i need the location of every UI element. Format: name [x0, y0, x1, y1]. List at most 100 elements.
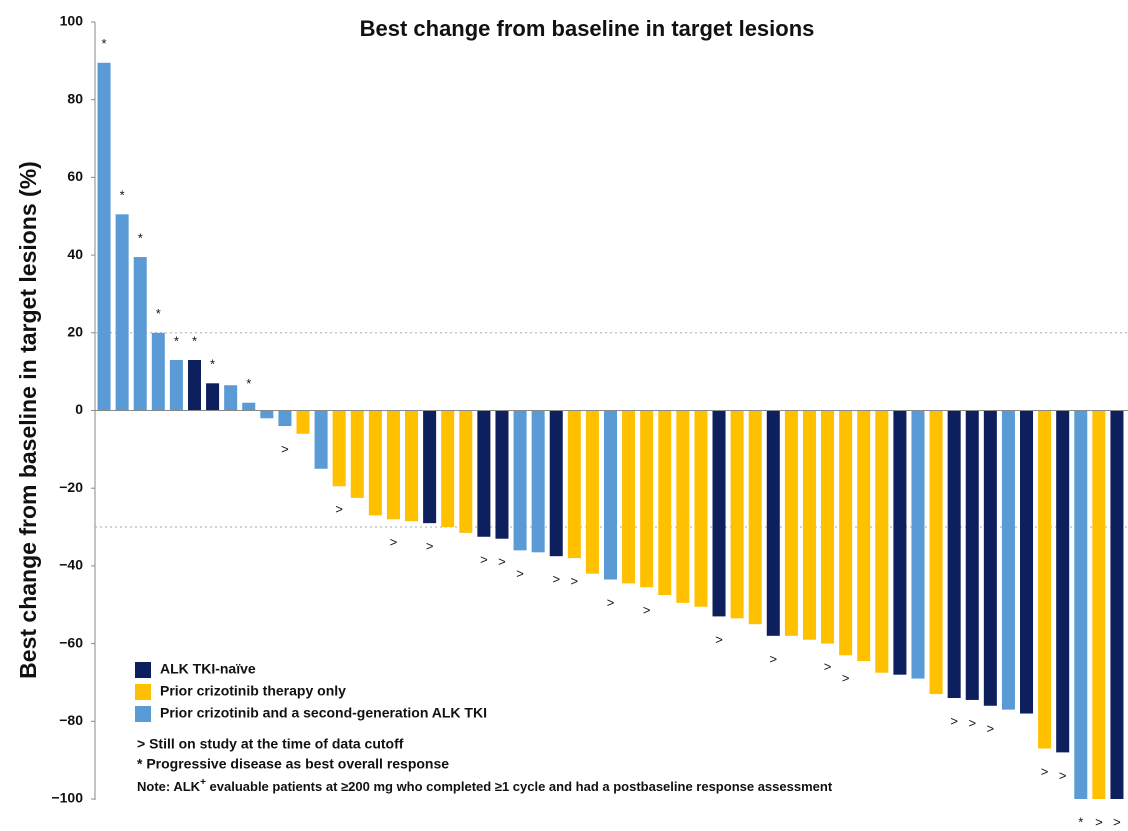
bar-marker: > — [842, 671, 850, 686]
bar-marker: > — [516, 566, 524, 581]
bar-marker: > — [498, 554, 506, 569]
bar — [622, 410, 636, 584]
bar — [712, 410, 726, 617]
bar — [603, 410, 618, 580]
note: > Still on study at the time of data cut… — [137, 736, 404, 752]
bar-marker: > — [281, 441, 289, 456]
legend-swatch — [135, 662, 151, 678]
y-axis-label: Best change from baseline in target lesi… — [15, 161, 41, 679]
bar — [278, 410, 292, 427]
bar — [169, 359, 183, 411]
bar — [260, 410, 274, 419]
bar — [459, 410, 473, 533]
bar-marker: * — [174, 333, 179, 348]
bar — [1038, 410, 1052, 749]
bar-marker: * — [156, 306, 161, 321]
y-tick-label: −20 — [59, 479, 83, 495]
chart-title: Best change from baseline in target lesi… — [360, 16, 815, 41]
bar — [441, 410, 455, 528]
y-tick-label: −60 — [59, 634, 83, 650]
bar — [187, 359, 201, 411]
bar-marker: * — [120, 188, 125, 203]
y-tick-label: −80 — [59, 712, 83, 728]
bar — [549, 410, 563, 557]
bar-marker: > — [715, 632, 723, 647]
bar — [1074, 410, 1088, 799]
y-tick-label: 40 — [67, 246, 83, 262]
y-tick-label: −40 — [59, 557, 83, 573]
y-tick-label: 0 — [75, 401, 83, 417]
bar — [567, 410, 581, 559]
bar-marker: > — [1113, 814, 1121, 826]
bar — [947, 410, 961, 698]
bar — [368, 410, 382, 516]
bar-marker: > — [426, 539, 434, 554]
footnote: Note: ALK+ evaluable patients at ≥200 mg… — [137, 777, 833, 795]
bar-marker: > — [1059, 768, 1067, 783]
bar — [676, 410, 690, 603]
bar-marker: > — [335, 502, 343, 517]
bar — [640, 410, 654, 588]
bar — [1020, 410, 1034, 714]
legend-swatch — [135, 684, 151, 700]
y-tick-label: 80 — [67, 90, 83, 106]
bar — [151, 332, 165, 411]
y-tick-label: 20 — [67, 324, 83, 340]
footnote-part: evaluable patients at ≥200 mg who comple… — [206, 779, 833, 794]
bar — [929, 410, 943, 695]
bar — [133, 257, 147, 411]
bar — [766, 410, 780, 636]
bar-marker: > — [643, 603, 651, 618]
bar-marker: > — [1095, 814, 1103, 826]
bar — [115, 214, 129, 411]
bar — [983, 410, 997, 706]
bar — [405, 410, 419, 522]
bar — [821, 410, 835, 644]
bar — [296, 410, 310, 434]
bar — [784, 410, 798, 636]
bar — [1001, 410, 1015, 710]
bar — [97, 62, 111, 411]
legend-label: Prior crizotinib and a second-generation… — [160, 705, 487, 721]
bar — [839, 410, 853, 656]
bar — [658, 410, 672, 596]
note: * Progressive disease as best overall re… — [137, 756, 449, 772]
y-tick-label: −100 — [51, 790, 83, 806]
bar — [513, 410, 527, 551]
bar — [423, 410, 437, 524]
bar-marker: * — [192, 333, 197, 348]
bar-marker: > — [607, 595, 615, 610]
footnote-part: + — [200, 777, 206, 788]
bar — [350, 410, 364, 498]
bar — [332, 410, 346, 487]
bar — [911, 410, 925, 679]
bar-marker: > — [1041, 764, 1049, 779]
bar — [893, 410, 907, 675]
bar-marker: * — [138, 230, 143, 245]
bar — [206, 383, 220, 411]
bar-marker: > — [390, 535, 398, 550]
bar — [857, 410, 871, 662]
bar — [585, 410, 599, 574]
y-tick-label: 60 — [67, 168, 83, 184]
bar-marker: > — [968, 715, 976, 730]
bar — [875, 410, 889, 673]
bar-marker: * — [102, 36, 107, 51]
bar-marker: > — [571, 574, 579, 589]
y-tick-label: 100 — [60, 13, 84, 29]
bar — [965, 410, 979, 700]
bar-marker: > — [769, 651, 777, 666]
footnote-part: Note: ALK — [137, 779, 201, 794]
bar — [1092, 410, 1106, 799]
legend-label: Prior crizotinib therapy only — [160, 683, 346, 699]
bar — [802, 410, 816, 640]
bar-marker: > — [950, 713, 958, 728]
bar — [1056, 410, 1070, 753]
bar — [314, 410, 328, 469]
bar — [1110, 410, 1124, 799]
bar — [531, 410, 545, 553]
bar-marker: > — [824, 659, 832, 674]
bar-marker: > — [987, 721, 995, 736]
bar-marker: * — [1078, 814, 1083, 826]
